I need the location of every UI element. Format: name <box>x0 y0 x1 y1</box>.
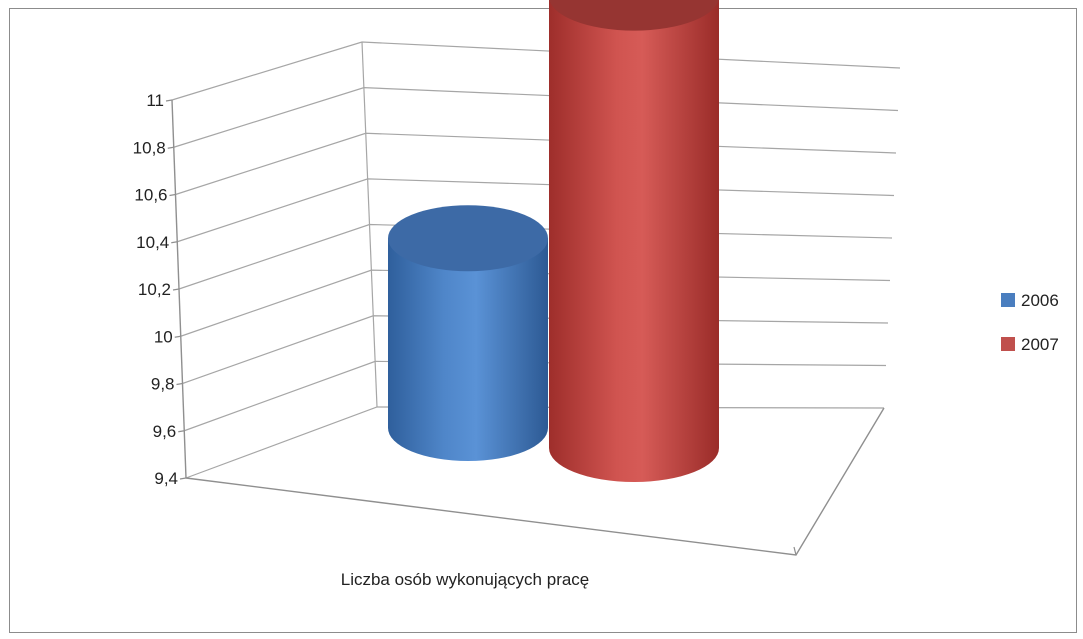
bar-2006 <box>388 205 548 461</box>
y-tick-label: 10,4 <box>136 233 169 252</box>
y-tick-label: 9,6 <box>153 422 177 441</box>
y-tick-label: 9,4 <box>154 469 178 488</box>
legend-label-2006: 2006 <box>1021 291 1059 310</box>
y-tick-mark <box>167 146 174 149</box>
y-tick-label: 10,6 <box>134 186 167 205</box>
bar-top-2007 <box>549 0 719 31</box>
bar-2007 <box>549 0 719 482</box>
y-tick-label: 11 <box>146 91 164 110</box>
floor-corner-tick <box>793 546 797 556</box>
legend: 2006 2007 <box>1001 291 1059 354</box>
y-tick-mark <box>178 430 185 433</box>
back-wall-edge <box>361 41 378 408</box>
gridline <box>171 41 901 101</box>
y-tick-label: 10 <box>154 327 173 346</box>
y-tick-mark <box>179 477 187 480</box>
y-tick-mark <box>176 382 183 386</box>
y-tick-mark <box>174 335 181 338</box>
y-tick-mark <box>172 288 180 291</box>
y-tick-mark <box>165 99 173 102</box>
gridline <box>173 87 899 148</box>
y-tick-label: 10,8 <box>133 138 166 157</box>
gridline <box>175 132 897 196</box>
y-tick-label: 10,2 <box>138 280 171 299</box>
category-label: Liczba osób wykonujących pracę <box>341 570 590 589</box>
y-tick-mark <box>171 241 178 244</box>
legend-swatch-2006 <box>1001 293 1015 307</box>
bar-body-2006 <box>388 238 548 461</box>
legend-label-2007: 2007 <box>1021 335 1059 354</box>
y-tick-mark <box>169 193 176 197</box>
bar-body-2007 <box>549 0 719 482</box>
bar-top-2006 <box>388 205 548 272</box>
y-axis-tick-labels: 9,4 9,6 9,8 10 10,2 10,4 10,6 10,8 11 <box>133 91 187 488</box>
legend-swatch-2007 <box>1001 337 1015 351</box>
y-tick-label: 9,8 <box>151 375 175 394</box>
bars <box>388 0 719 482</box>
